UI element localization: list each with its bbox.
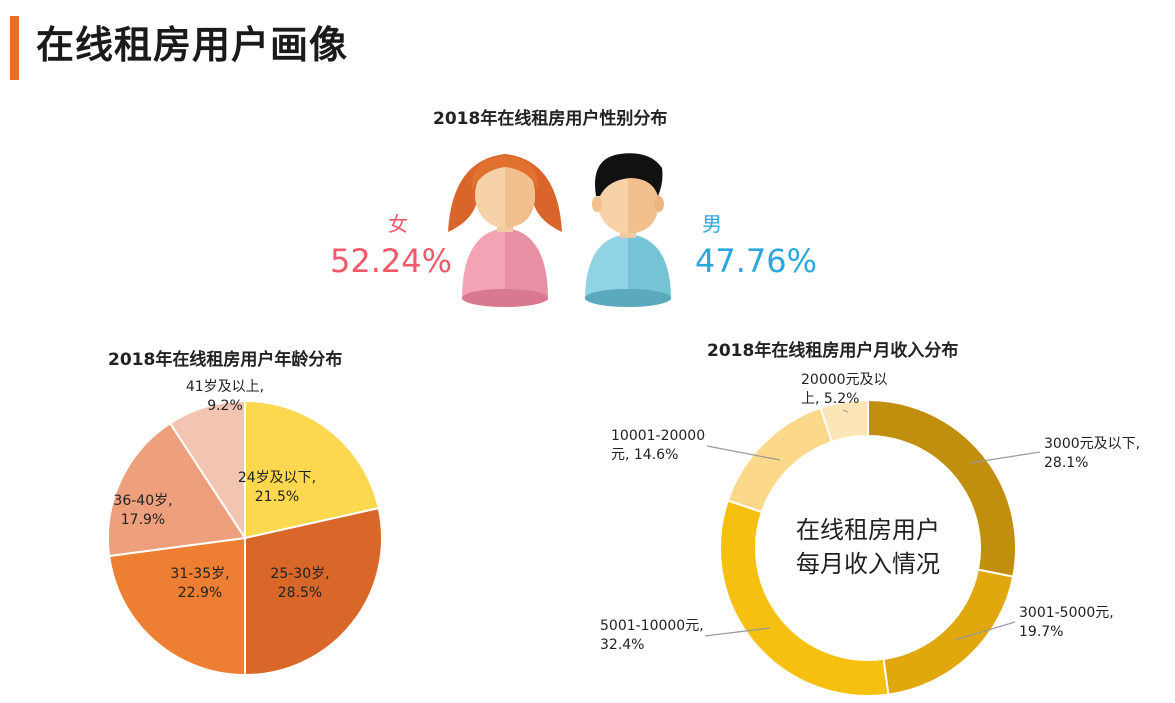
income-donut-segment: [882, 568, 1015, 696]
age-pie-chart: 24岁及以下, 21.5% 25-30岁, 28.5% 31-35岁, 22.9% 36-4…: [107, 379, 383, 677]
age-slice-label: 25-30岁, 28.5%: [270, 566, 329, 601]
age-pie-slice: [107, 421, 247, 558]
page-title: 在线租房用户画像: [36, 23, 349, 67]
age-pie-slice: [244, 506, 383, 677]
age-slice-label: 36-40岁, 17.9%: [113, 493, 172, 528]
gender-chart-title: 2018年在线租房用户性别分布: [433, 109, 668, 129]
income-segment-label: 5001-10000元, 32.4%: [600, 618, 704, 653]
income-leader-line: [706, 445, 781, 461]
female-percentage: 52.24%: [330, 242, 453, 280]
age-pie-slice: [108, 536, 246, 677]
age-slice-label: 24岁及以下, 21.5%: [238, 470, 316, 505]
income-segment-label: 10001-20000 元, 14.6%: [611, 428, 705, 463]
female-figure-icon: [448, 154, 562, 307]
income-donut-segment: [819, 398, 869, 444]
title-accent-bar: [10, 16, 19, 80]
income-segment-label: 3001-5000元, 19.7%: [1019, 605, 1114, 640]
female-label: 女: [388, 212, 408, 236]
income-leader-line: [969, 451, 1041, 464]
income-leader-line: [704, 627, 771, 637]
age-slice-label: 41岁及以上, 9.2%: [186, 379, 264, 414]
male-percentage: 47.76%: [695, 242, 818, 280]
donut-center-text: 在线租房用户每月收入情况: [796, 516, 940, 578]
income-segment-label: 20000元及以上, 5.2%: [801, 372, 888, 407]
income-chart-title: 2018年在线租房用户月收入分布: [707, 341, 959, 361]
income-segment-label: 3000元及以下, 28.1%: [1044, 436, 1140, 471]
income-donut-chart: 3000元及以下, 28.1% 3001-5000元, 19.7% 5001-10000…: [600, 372, 1140, 697]
income-leader-line: [954, 621, 1016, 641]
male-label: 男: [702, 212, 722, 236]
income-leader-line: [842, 409, 849, 413]
age-chart-title: 2018年在线租房用户年龄分布: [108, 350, 343, 370]
age-pie-slice: [244, 399, 380, 540]
male-figure-icon: [585, 153, 671, 307]
age-pie-slice: [168, 399, 246, 542]
age-slice-label: 31-35岁, 22.9%: [170, 566, 229, 601]
